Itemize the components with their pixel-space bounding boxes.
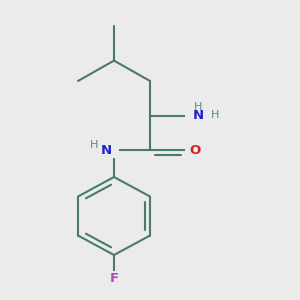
FancyBboxPatch shape [184,141,206,159]
Text: O: O [189,143,201,157]
Text: H: H [211,110,220,121]
FancyBboxPatch shape [184,103,224,124]
FancyBboxPatch shape [85,139,118,158]
Text: F: F [110,272,118,286]
Text: H: H [90,140,99,151]
Text: N: N [101,143,112,157]
Text: N: N [192,109,204,122]
Text: H: H [194,102,202,112]
FancyBboxPatch shape [105,271,123,287]
